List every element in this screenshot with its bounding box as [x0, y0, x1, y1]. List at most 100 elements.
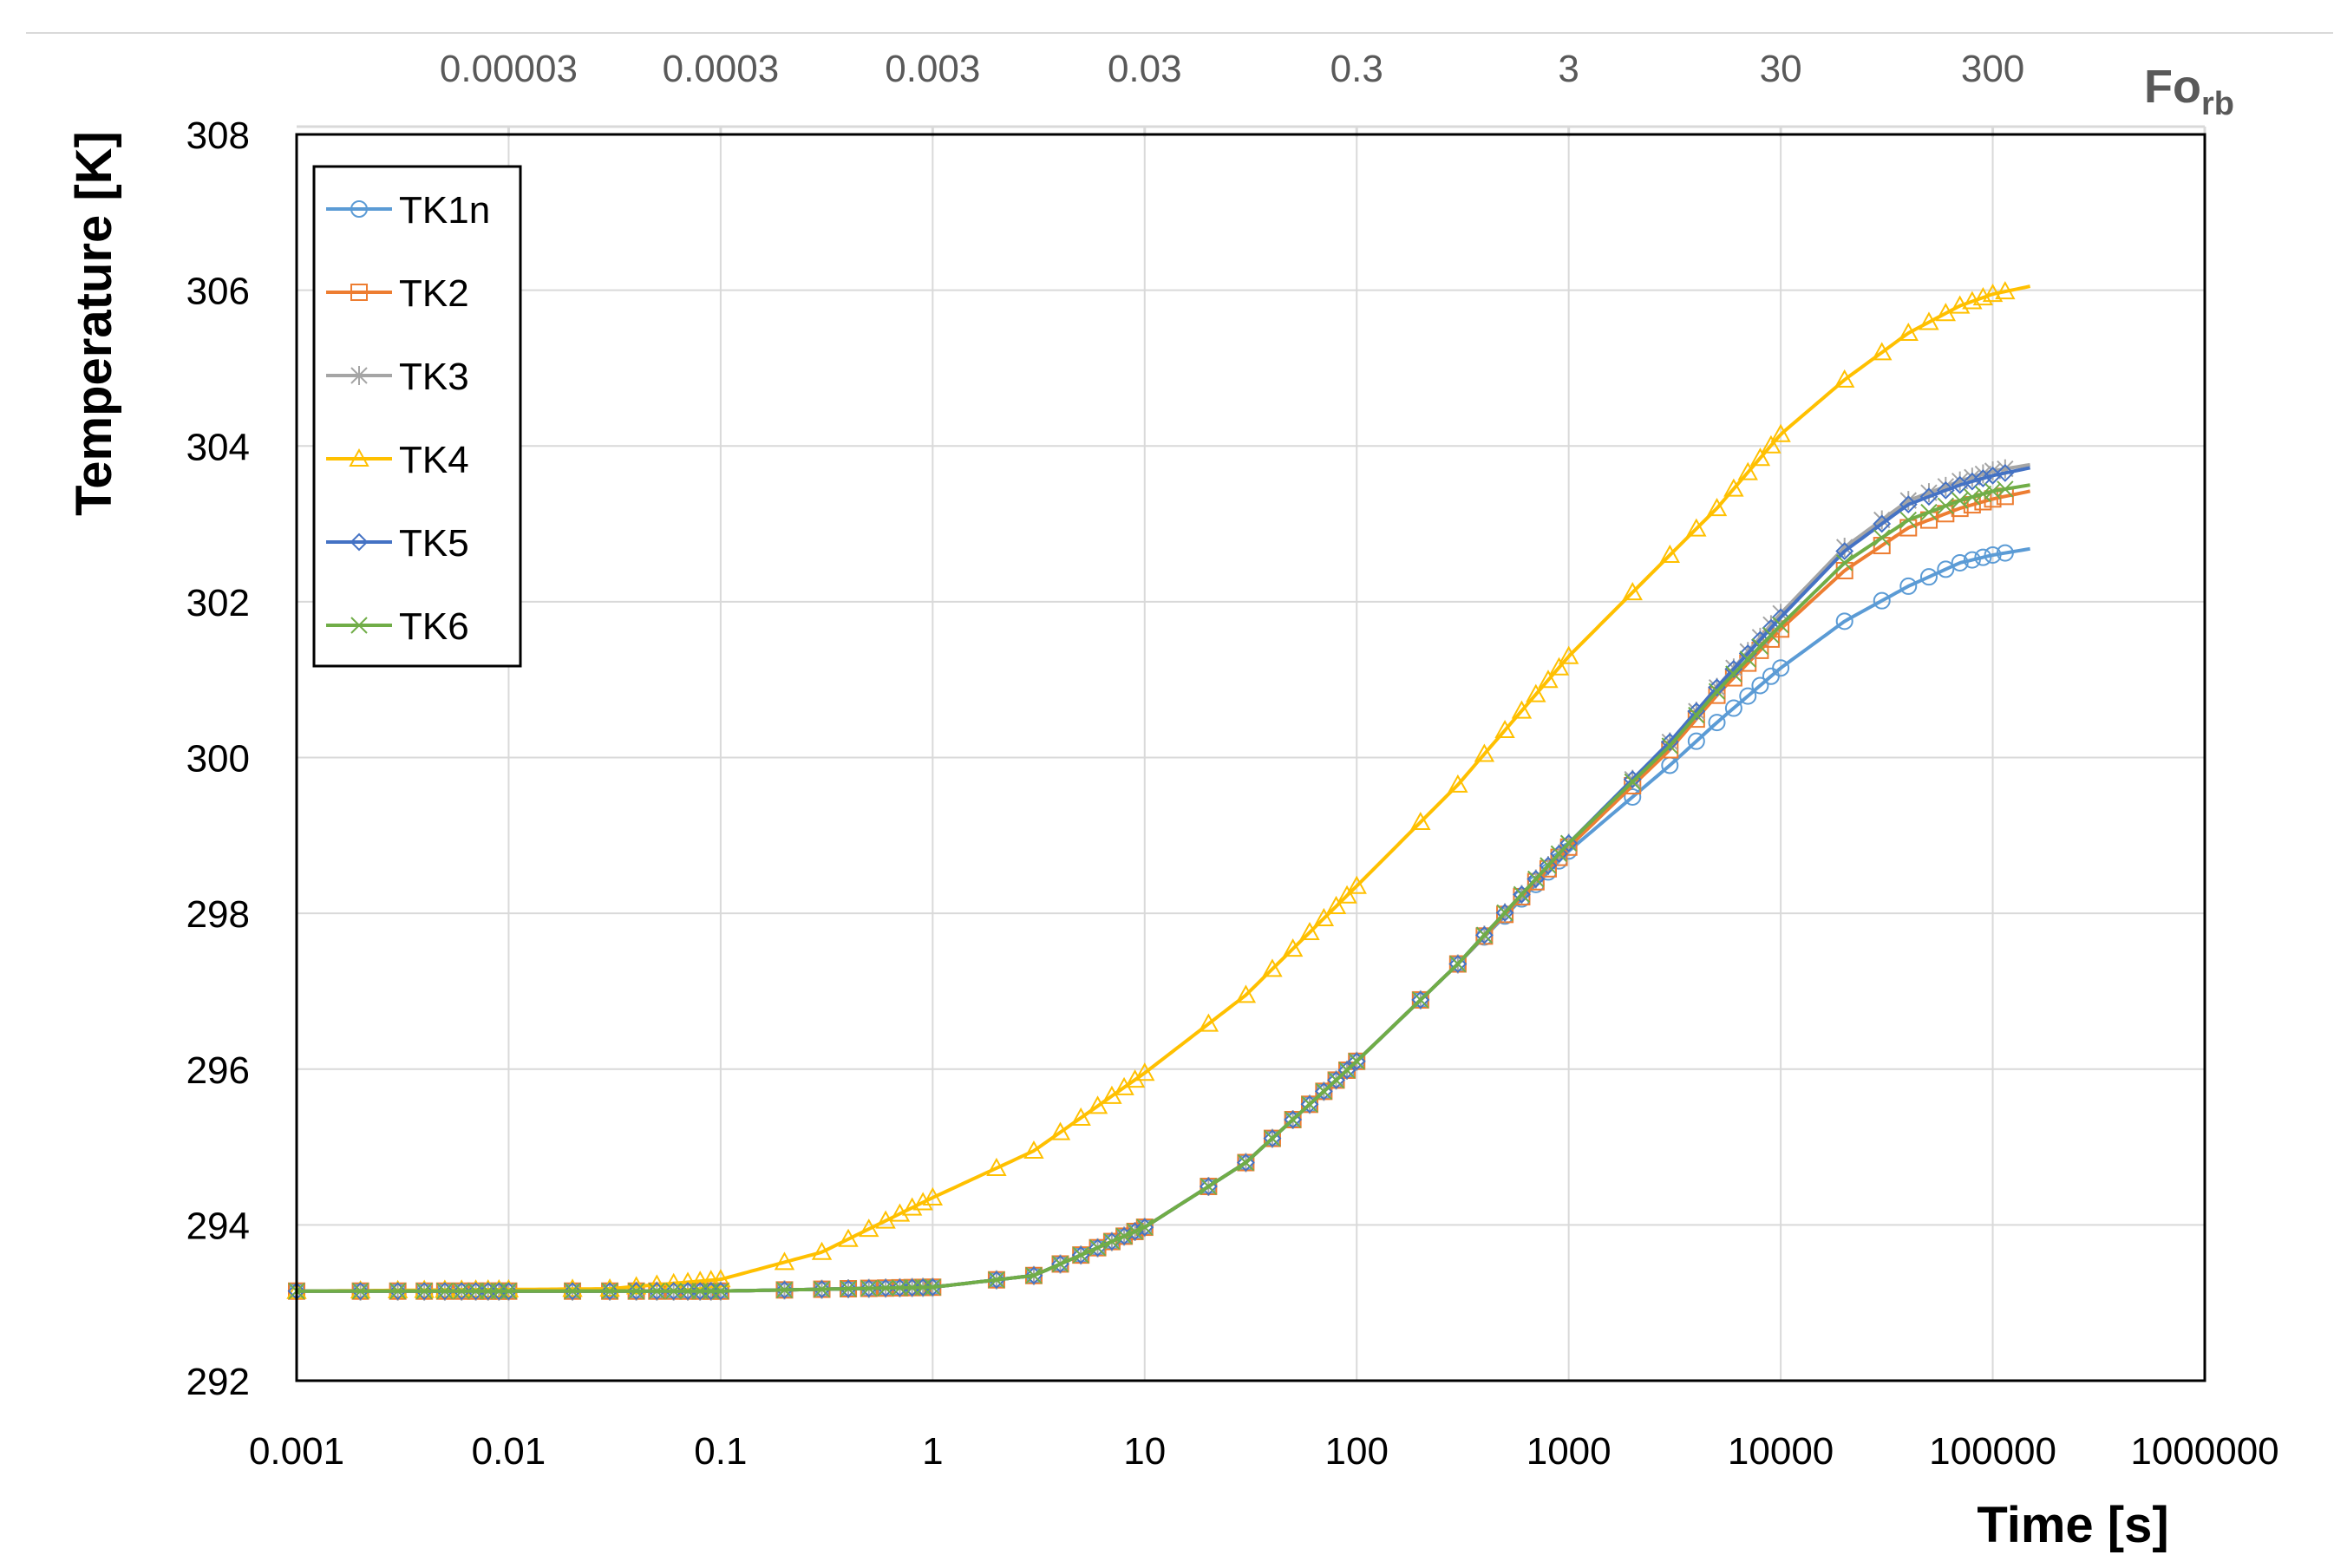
legend-box [312, 165, 522, 668]
data-point-triangle [1919, 311, 1939, 330]
x-tick-label: 10 [1123, 1430, 1166, 1473]
data-point-triangle [414, 1279, 435, 1298]
data-point-circle [1899, 577, 1918, 595]
data-point-x [860, 1279, 878, 1297]
data-point-x [813, 1280, 831, 1298]
data-point-diamond [415, 1282, 434, 1301]
data-point-diamond [1936, 480, 1955, 500]
data-point-x [775, 1281, 794, 1299]
secondary-tick-label: 30 [1760, 48, 1802, 90]
data-point-diamond [1513, 885, 1531, 904]
data-point-x [1264, 1129, 1281, 1147]
data-point-x [1103, 1232, 1121, 1251]
data-point-diamond [876, 1278, 895, 1297]
legend: TK1n TK2 TK3 TK4 TK5 TK6 [312, 165, 522, 668]
x-tick-label: 1000000 [2130, 1430, 2278, 1473]
data-point-diamond [1899, 495, 1918, 514]
legend-label: TK1n [399, 189, 490, 232]
data-point-diamond [1963, 472, 1982, 491]
data-point-triangle [1346, 875, 1367, 894]
data-point-x [1237, 1153, 1255, 1172]
data-point-diamond [452, 1282, 471, 1301]
data-point-triangle [838, 1228, 859, 1247]
secondary-tick-label: 0.0003 [663, 48, 780, 90]
data-point-diamond [647, 1282, 666, 1301]
data-point-triangle [1872, 342, 1893, 361]
data-point-triangle [465, 1279, 487, 1298]
data-point-x [601, 1283, 618, 1300]
data-point-circle [1984, 546, 2002, 564]
data-point-circle [1772, 659, 1790, 677]
data-point-x [351, 1283, 369, 1300]
x-tick-label: 1000 [1527, 1430, 1612, 1473]
x-tick-label: 0.01 [472, 1430, 546, 1473]
data-point-x [648, 1283, 666, 1300]
data-point-circle [1873, 591, 1891, 610]
data-point-x [415, 1283, 433, 1300]
data-point-x [627, 1283, 645, 1300]
legend-item: TK6 [326, 605, 469, 648]
data-point-triangle [710, 1269, 731, 1288]
series-tk2 [288, 487, 2031, 1300]
secondary-tick-label: 0.003 [885, 48, 980, 90]
data-point-diamond [389, 1282, 408, 1301]
data-point-triangle [1124, 1069, 1146, 1088]
legend-label: TK5 [399, 522, 469, 565]
x-tick-label: 100000 [1929, 1430, 2056, 1473]
data-point-triangle [1282, 938, 1304, 957]
y-tick-label: 306 [186, 271, 250, 313]
data-point-circle [1835, 612, 1853, 630]
data-point-triangle [1686, 518, 1707, 537]
y-tick-label: 300 [186, 738, 250, 781]
data-point-triangle [1235, 984, 1257, 1003]
data-point-triangle [1622, 582, 1643, 601]
data-point-triangle [677, 1271, 698, 1290]
data-point-x [924, 1278, 942, 1296]
series-tk3 [288, 459, 2030, 1301]
data-point-triangle [1982, 284, 2004, 303]
legend-item: TK3 [326, 356, 469, 398]
data-point-diamond [351, 1282, 369, 1301]
data-point-x [1974, 485, 1992, 503]
data-point-triangle [1337, 885, 1357, 904]
data-point-circle [1963, 551, 1981, 569]
data-point-x [840, 1280, 857, 1297]
data-point-triangle [1737, 461, 1758, 480]
data-point-triangle [1299, 921, 1320, 941]
data-point-x [1964, 488, 1981, 506]
data-point-star [1873, 510, 1891, 530]
legend-label: TK3 [399, 356, 469, 398]
data-point-triangle [1898, 322, 1919, 342]
data-point-diamond [1474, 925, 1494, 944]
data-point-x [1708, 683, 1726, 700]
legend-item: TK4 [326, 439, 469, 481]
data-point-x [1772, 617, 1789, 634]
data-point-x [877, 1279, 894, 1297]
series-tk6 [288, 480, 2030, 1300]
data-point-x [436, 1283, 454, 1300]
data-point-circle [1919, 568, 1938, 586]
data-point-triangle [1935, 303, 1957, 322]
legend-label: TK6 [399, 605, 469, 648]
series-line [297, 489, 2031, 1293]
x-axis-label: Time [s] [1977, 1497, 2168, 1553]
data-point-triangle [1949, 295, 1971, 314]
data-point-diamond [350, 532, 369, 552]
data-point-star [1899, 491, 1917, 511]
data-point-diamond [1550, 845, 1568, 863]
data-point-x [1051, 1255, 1069, 1273]
data-point-diamond [987, 1271, 1006, 1290]
data-point-triangle [1262, 958, 1283, 977]
y-tick-label: 296 [186, 1049, 250, 1092]
y-tick-label: 298 [186, 893, 250, 936]
secondary-axis-label: Forb [2144, 61, 2234, 122]
data-point-triangle [690, 1271, 710, 1290]
secondary-tick-label: 0.03 [1108, 48, 1182, 90]
data-point-x [500, 1283, 518, 1300]
data-point-x [1475, 926, 1494, 944]
data-point-triangle [451, 1279, 472, 1298]
data-point-triangle [1494, 720, 1515, 739]
data-point-triangle [1313, 907, 1335, 926]
data-point-triangle [349, 448, 369, 467]
